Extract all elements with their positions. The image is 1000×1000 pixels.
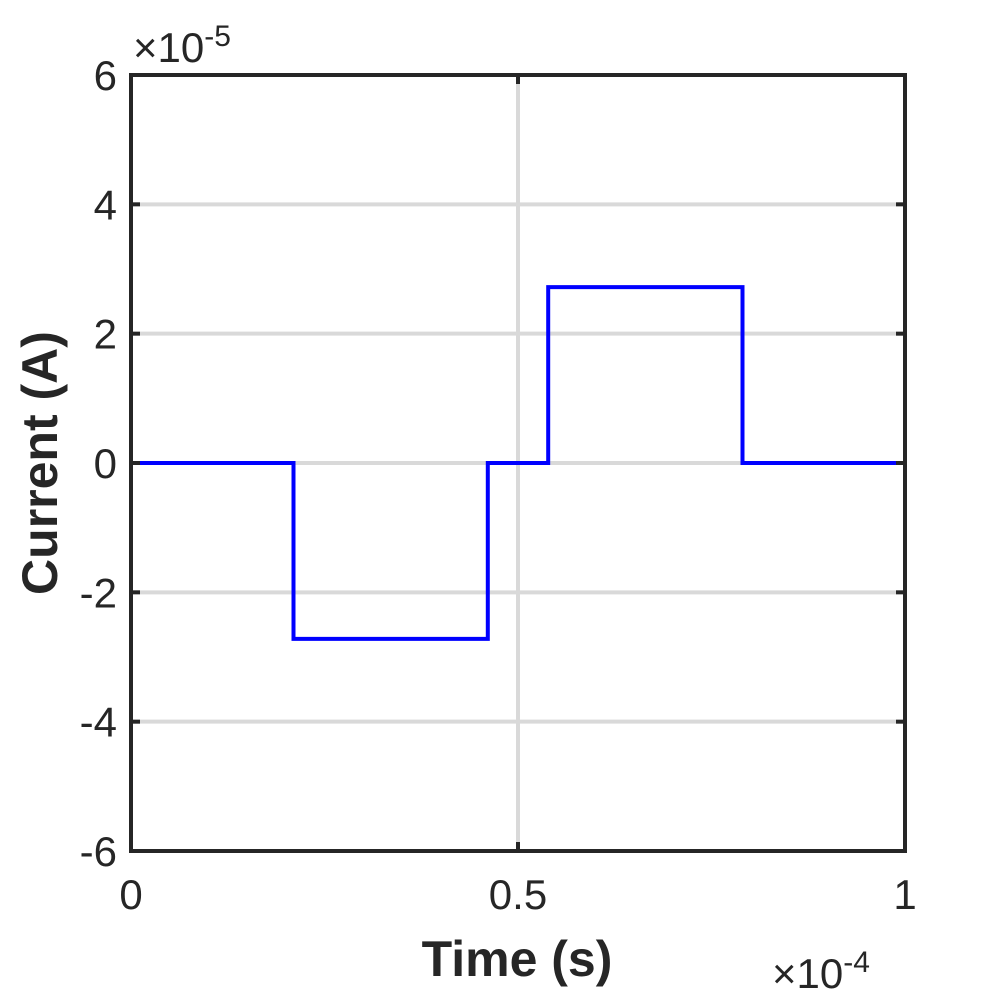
y-axis-exponent-label: ×10-5 (133, 20, 231, 71)
x-exponent-base: ×10 (772, 950, 843, 997)
y-tick-label: 4 (94, 181, 117, 228)
y-tick-label: 0 (94, 440, 117, 487)
ticks (129, 73, 907, 853)
x-axis-title: Time (s) (422, 931, 613, 987)
y-axis-title: Current (A) (12, 331, 68, 595)
y-tick-label: 6 (94, 52, 117, 99)
y-tick-label: -6 (80, 828, 117, 875)
y-tick-label: 2 (94, 311, 117, 358)
series-line (131, 285, 905, 641)
series-group (131, 285, 905, 641)
tick-labels: -6 -4 -2 0 2 4 6 0 0.5 1 (80, 52, 917, 918)
y-tick-label: -2 (80, 569, 117, 616)
x-exponent-power: -4 (843, 946, 870, 979)
y-exponent-power: -5 (204, 20, 231, 53)
y-tick-label: -4 (80, 699, 117, 746)
x-tick-label: 0 (119, 871, 142, 918)
x-tick-label: 0.5 (489, 871, 547, 918)
x-tick-label: 1 (893, 871, 916, 918)
x-axis-exponent-label: ×10-4 (772, 946, 870, 997)
y-exponent-base: ×10 (133, 24, 204, 71)
